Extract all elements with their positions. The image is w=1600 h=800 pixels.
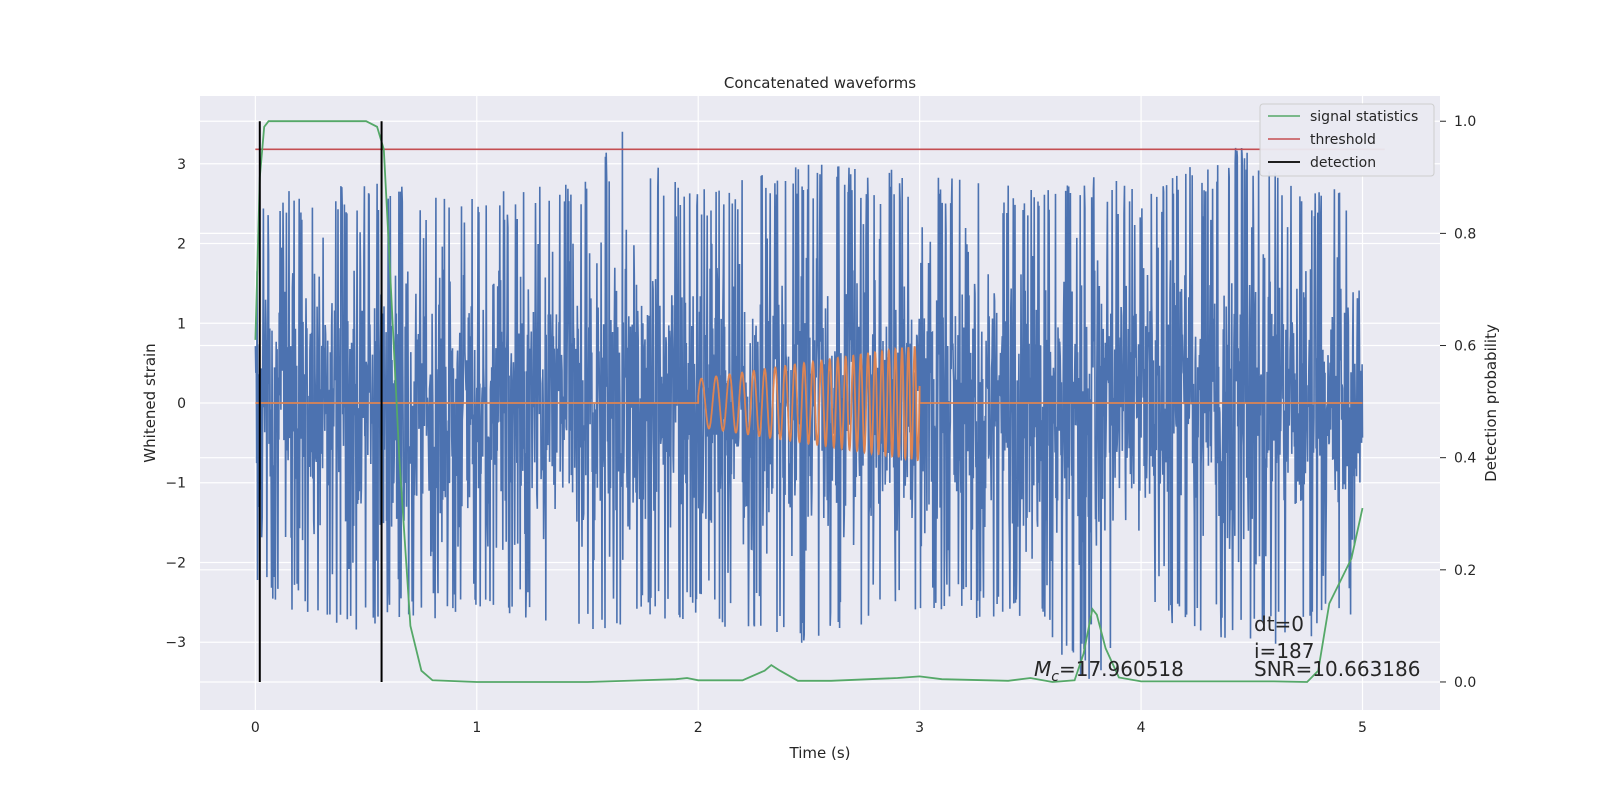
legend-label-signal: signal statistics — [1310, 109, 1418, 125]
legend: signal statistics threshold detection — [1259, 103, 1435, 177]
y-tick-label: −1 — [165, 476, 186, 492]
x-tick-label: 2 — [694, 720, 703, 736]
y2-tick-label: 1.0 — [1454, 114, 1476, 130]
y2-tick-label: 0.4 — [1454, 451, 1476, 467]
x-tick-label: 3 — [915, 720, 924, 736]
y-axis-label: Whitened strain — [141, 343, 159, 462]
y-tick-label: 3 — [177, 157, 186, 173]
chirp-series — [255, 346, 1363, 462]
annotation-dt: dt=0 — [1254, 612, 1304, 636]
y2-tick-label: 0.6 — [1454, 339, 1476, 355]
y2-tick-label: 0.0 — [1454, 675, 1476, 691]
y-tick-label: 2 — [177, 237, 186, 253]
legend-box — [1259, 103, 1435, 177]
chirp-line — [255, 346, 1363, 462]
y2-axis-label: Detection probability — [1482, 324, 1500, 482]
annotation-snr: SNR=10.663186 — [1254, 657, 1420, 681]
x-tick-label: 0 — [251, 720, 260, 736]
tick-labels: 0 1 2 3 4 5 −3 −2 −1 0 1 2 3 0.0 0.2 0.4 0.6 0.8 1.0 — [165, 114, 1476, 736]
noise-line — [254, 131, 1364, 679]
x-tick-label: 5 — [1358, 720, 1367, 736]
probability-series — [254, 120, 1385, 683]
x-tick-label: 4 — [1137, 720, 1146, 736]
x-axis-label: Time (s) — [789, 744, 851, 762]
chart-title: Concatenated waveforms — [724, 74, 916, 92]
annotation-i: i=187 — [1254, 639, 1315, 663]
y-tick-label: −2 — [165, 555, 186, 571]
noise-series — [254, 131, 1364, 679]
y-tick-label: −3 — [165, 635, 186, 651]
signal-statistics-line — [254, 120, 1364, 683]
x-tick-label: 1 — [472, 720, 481, 736]
y2-tick-label: 0.2 — [1454, 563, 1476, 579]
y2-tick-label: 0.8 — [1454, 226, 1476, 242]
legend-label-threshold: threshold — [1310, 132, 1376, 148]
y-tick-label: 1 — [177, 316, 186, 332]
annotation-mc: Mc=17.960518 — [1034, 657, 1184, 685]
y-tick-label: 0 — [177, 396, 186, 412]
legend-label-detection: detection — [1310, 155, 1376, 171]
